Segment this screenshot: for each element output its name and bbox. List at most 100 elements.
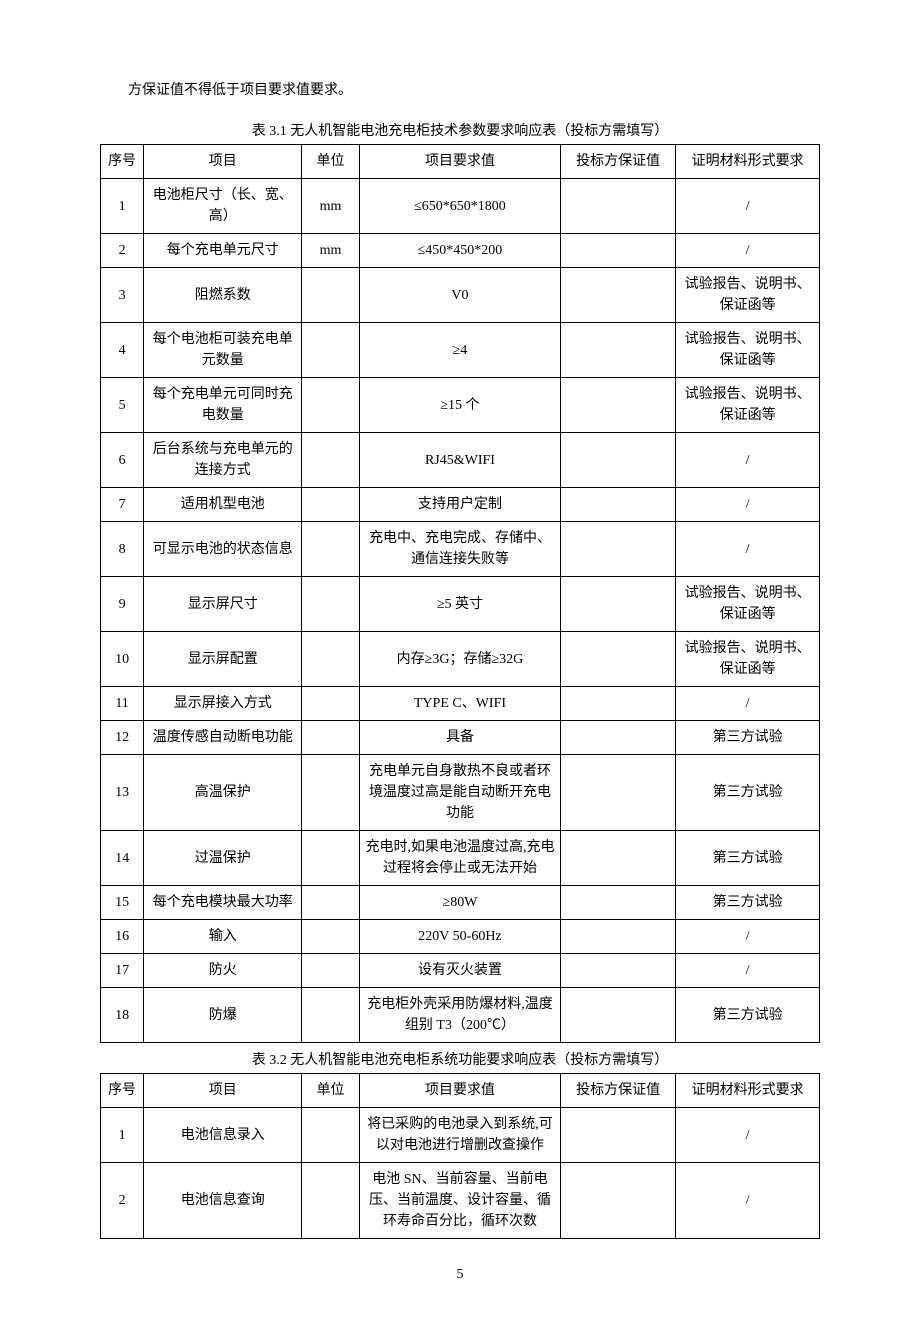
cell-unit (302, 687, 360, 721)
cell-seq: 12 (101, 721, 144, 755)
cell-bid (561, 954, 676, 988)
cell-bid (561, 433, 676, 488)
cell-proof: / (676, 522, 820, 577)
cell-unit (302, 988, 360, 1043)
cell-proof: 第三方试验 (676, 721, 820, 755)
table2-header-row: 序号 项目 单位 项目要求值 投标方保证值 证明材料形式要求 (101, 1074, 820, 1108)
cell-proof: / (676, 433, 820, 488)
cell-item: 适用机型电池 (144, 488, 302, 522)
cell-req: TYPE C、WIFI (359, 687, 560, 721)
cell-item: 显示屏尺寸 (144, 577, 302, 632)
cell-seq: 10 (101, 632, 144, 687)
cell-proof: / (676, 687, 820, 721)
table-row: 5每个充电单元可同时充电数量≥15 个试验报告、说明书、保证函等 (101, 378, 820, 433)
cell-item: 后台系统与充电单元的连接方式 (144, 433, 302, 488)
cell-bid (561, 831, 676, 886)
cell-proof: 试验报告、说明书、保证函等 (676, 632, 820, 687)
cell-unit (302, 433, 360, 488)
cell-unit (302, 632, 360, 687)
page-number: 5 (100, 1267, 820, 1283)
table-row: 4每个电池柜可装充电单元数量≥4试验报告、说明书、保证函等 (101, 323, 820, 378)
table1-header-row: 序号 项目 单位 项目要求值 投标方保证值 证明材料形式要求 (101, 145, 820, 179)
cell-req: 充电中、充电完成、存储中、通信连接失败等 (359, 522, 560, 577)
cell-item: 电池信息查询 (144, 1163, 302, 1239)
cell-req: 具备 (359, 721, 560, 755)
table-row: 15每个充电模块最大功率≥80W第三方试验 (101, 886, 820, 920)
cell-item: 高温保护 (144, 755, 302, 831)
cell-seq: 13 (101, 755, 144, 831)
cell-req: 内存≥3G；存储≥32G (359, 632, 560, 687)
cell-seq: 7 (101, 488, 144, 522)
cell-proof: 第三方试验 (676, 755, 820, 831)
cell-proof: / (676, 1163, 820, 1239)
cell-req: 充电时,如果电池温度过高,充电过程将会停止或无法开始 (359, 831, 560, 886)
table-row: 2每个充电单元尺寸mm≤450*450*200/ (101, 234, 820, 268)
cell-proof: 试验报告、说明书、保证函等 (676, 323, 820, 378)
cell-bid (561, 1108, 676, 1163)
cell-seq: 4 (101, 323, 144, 378)
cell-proof: / (676, 920, 820, 954)
cell-proof: 第三方试验 (676, 988, 820, 1043)
cell-req: RJ45&WIFI (359, 433, 560, 488)
cell-bid (561, 234, 676, 268)
th-item: 项目 (144, 145, 302, 179)
cell-item: 防爆 (144, 988, 302, 1043)
cell-req: 充电单元自身散热不良或者环境温度过高是能自动断开充电功能 (359, 755, 560, 831)
cell-req: ≤650*650*1800 (359, 179, 560, 234)
cell-seq: 3 (101, 268, 144, 323)
cell-seq: 5 (101, 378, 144, 433)
cell-seq: 15 (101, 886, 144, 920)
cell-unit (302, 954, 360, 988)
table-row: 10显示屏配置内存≥3G；存储≥32G试验报告、说明书、保证函等 (101, 632, 820, 687)
table-row: 12温度传感自动断电功能具备第三方试验 (101, 721, 820, 755)
cell-item: 每个充电单元尺寸 (144, 234, 302, 268)
th-unit: 单位 (302, 145, 360, 179)
cell-req: ≥5 英寸 (359, 577, 560, 632)
cell-req: ≥15 个 (359, 378, 560, 433)
table-row: 16输入220V 50-60Hz/ (101, 920, 820, 954)
table-row: 9显示屏尺寸 ≥5 英寸 试验报告、说明书、保证函等 (101, 577, 820, 632)
table-row: 14过温保护充电时,如果电池温度过高,充电过程将会停止或无法开始第三方试验 (101, 831, 820, 886)
cell-seq: 6 (101, 433, 144, 488)
table-row: 3阻燃系数V0试验报告、说明书、保证函等 (101, 268, 820, 323)
cell-unit (302, 721, 360, 755)
cell-req: ≥80W (359, 886, 560, 920)
cell-seq: 18 (101, 988, 144, 1043)
cell-bid (561, 522, 676, 577)
cell-proof: / (676, 179, 820, 234)
cell-unit (302, 577, 360, 632)
table-row: 2电池信息查询电池 SN、当前容量、当前电压、当前温度、设计容量、循环寿命百分比… (101, 1163, 820, 1239)
cell-req: 将已采购的电池录入到系统,可以对电池进行增删改查操作 (359, 1108, 560, 1163)
cell-unit (302, 323, 360, 378)
intro-paragraph: 方保证值不得低于项目要求值要求。 (100, 80, 820, 102)
cell-unit (302, 1108, 360, 1163)
cell-req: 220V 50-60Hz (359, 920, 560, 954)
cell-bid (561, 378, 676, 433)
cell-item: 电池信息录入 (144, 1108, 302, 1163)
cell-seq: 14 (101, 831, 144, 886)
table-row: 13高温保护充电单元自身散热不良或者环境温度过高是能自动断开充电功能 第三方试验 (101, 755, 820, 831)
cell-seq: 2 (101, 234, 144, 268)
cell-req: 充电柜外壳采用防爆材料,温度组别 T3（200℃） (359, 988, 560, 1043)
cell-proof: 试验报告、说明书、保证函等 (676, 378, 820, 433)
cell-bid (561, 721, 676, 755)
cell-bid (561, 268, 676, 323)
cell-bid (561, 632, 676, 687)
cell-bid (561, 755, 676, 831)
table-row: 1电池柜尺寸（长、宽、高）mm≤650*650*1800/ (101, 179, 820, 234)
cell-unit (302, 268, 360, 323)
th-seq: 序号 (101, 145, 144, 179)
cell-proof: 试验报告、说明书、保证函等 (676, 577, 820, 632)
cell-item: 过温保护 (144, 831, 302, 886)
table-row: 11显示屏接入方式TYPE C、WIFI/ (101, 687, 820, 721)
cell-bid (561, 323, 676, 378)
cell-unit (302, 920, 360, 954)
th-req: 项目要求值 (359, 145, 560, 179)
cell-seq: 11 (101, 687, 144, 721)
table-3-2: 序号 项目 单位 项目要求值 投标方保证值 证明材料形式要求 1电池信息录入将已… (100, 1073, 820, 1239)
cell-unit (302, 1163, 360, 1239)
cell-bid (561, 886, 676, 920)
th-bid: 投标方保证值 (561, 145, 676, 179)
cell-seq: 9 (101, 577, 144, 632)
cell-item: 防火 (144, 954, 302, 988)
